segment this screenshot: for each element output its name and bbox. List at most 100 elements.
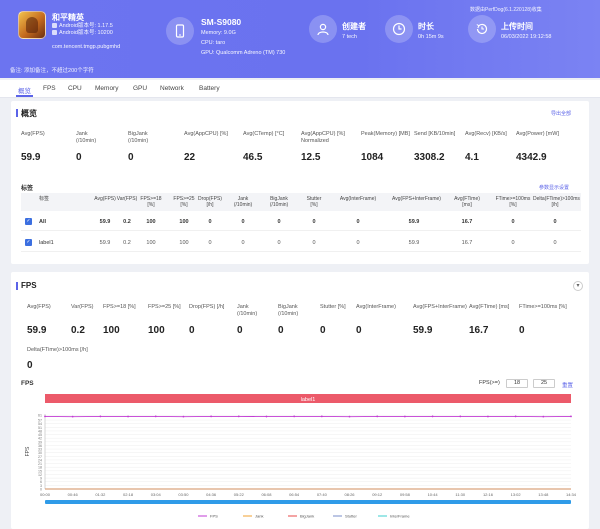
- table-cell: 0: [241, 240, 245, 246]
- tab-battery[interactable]: Battery: [199, 85, 220, 92]
- x-tick-label: 14:34: [566, 492, 577, 497]
- table-cell: 16.7: [461, 240, 473, 246]
- x-tick-label: 05:22: [234, 492, 245, 497]
- table-cell: 0: [208, 240, 212, 246]
- row-checkbox[interactable]: ✓: [25, 239, 32, 246]
- y-tick-label: 42: [38, 437, 42, 441]
- fps-point: [348, 415, 351, 418]
- fps-metric-label: Avg(FPS+InterFrame): [413, 304, 467, 310]
- table-cell: 0: [356, 240, 360, 246]
- duration-value: 0h 15m 9s: [418, 34, 444, 40]
- fps-point: [459, 415, 462, 418]
- fps-metric-value: 0: [27, 360, 33, 371]
- fps-metric-label: Avg(InterFrame): [356, 304, 396, 310]
- y-tick-label: 36: [38, 444, 42, 448]
- fps-title: FPS: [16, 281, 37, 290]
- x-tick-label: 06:08: [261, 492, 272, 497]
- time-range-scrollbar: [45, 500, 571, 504]
- fps-metric-value: 59.9: [413, 325, 433, 336]
- metric-label: Avg(AppCPU) [%] Normalized: [301, 131, 345, 144]
- table-cell: 100: [179, 219, 189, 225]
- y-tick-label: 27: [38, 455, 42, 459]
- param-settings-link[interactable]: 参数显示设置: [539, 185, 570, 191]
- table-row[interactable]: ✓ All 59.9 0.2 100 100 0 0 0 0 0 59.9 16.7 0 0: [21, 213, 581, 231]
- legend-item: Stutter: [345, 514, 357, 519]
- overview-title: 概览: [16, 109, 37, 118]
- table-cell: 16.7: [461, 219, 473, 225]
- row-label: All: [39, 219, 47, 225]
- tab-memory[interactable]: Memory: [95, 85, 119, 92]
- x-tick-label: 00:00: [40, 492, 51, 497]
- creator-value: 7 tech: [342, 34, 357, 40]
- table-cell: 0: [208, 219, 212, 225]
- android-icon: [52, 30, 57, 35]
- device-gpu: GPU: Qualcomm Adreno (TM) 730: [201, 50, 286, 56]
- tab-network[interactable]: Network: [160, 85, 184, 92]
- x-tick-label: 03:04: [151, 492, 162, 497]
- fps-point: [431, 415, 434, 418]
- fps-point: [127, 415, 129, 418]
- table-header-cell: FPS>=18 [%]: [140, 196, 162, 208]
- fps-point: [154, 415, 157, 418]
- export-all-link[interactable]: 导出全部: [551, 111, 572, 117]
- table-header-cell: Avg(FTime) [ms]: [454, 196, 480, 208]
- fps-metric-value: 0: [237, 325, 243, 336]
- row-checkbox[interactable]: ✓: [25, 218, 32, 225]
- tab-overview[interactable]: 概览: [16, 85, 33, 97]
- table-cell: 0: [553, 219, 557, 225]
- fps-point: [320, 415, 323, 418]
- table-header-cell: Avg(FPS): [94, 196, 116, 202]
- fps-threshold-input-2[interactable]: 25: [533, 379, 555, 388]
- table-header-cell: Var(FPS): [116, 196, 138, 202]
- fps-metric-value: 100: [103, 325, 120, 336]
- y-tick-label: 30: [38, 451, 42, 455]
- table-cell: 0.2: [123, 219, 131, 225]
- table-header-cell: 标签: [39, 196, 50, 202]
- table-cell: 0: [356, 219, 360, 225]
- table-cell: 0: [511, 240, 515, 246]
- remark-field[interactable]: 备注: 添加备注，不超过200个字符: [10, 68, 94, 74]
- app-name: 和平精英: [52, 13, 84, 22]
- tab-cpu[interactable]: CPU: [68, 85, 82, 92]
- table-header-cell: FTime>=100ms [%]: [495, 196, 531, 208]
- fps-threshold-input-1[interactable]: 18: [506, 379, 528, 388]
- table-header-cell: Avg(FPS+InterFrame): [392, 196, 441, 202]
- label-band: [45, 394, 571, 403]
- table-row[interactable]: ✓ label1 59.9 0.2 100 100 0 0 0 0 0 59.9 16.7 0 0: [21, 234, 581, 252]
- fps-metric-value: 16.7: [469, 325, 489, 336]
- fps-point: [71, 415, 74, 418]
- legend-item: InterFrame: [390, 514, 410, 519]
- fps-metric-value: 0: [278, 325, 284, 336]
- table-header-cell: Avg(InterFrame): [339, 196, 377, 202]
- collector-note: 数据由PerfDog(6.1.220128)收集: [470, 7, 542, 13]
- device-memory: Memory: 9.0G: [201, 30, 236, 36]
- collapse-icon[interactable]: ▾: [573, 281, 583, 291]
- fps-metric-label: Drop(FPS) [/h]: [189, 304, 225, 310]
- x-tick-label: 04:36: [206, 492, 217, 497]
- creator-label: 创建者: [342, 22, 366, 31]
- y-tick-label: 12: [38, 473, 42, 477]
- fps-metric-label: Delta(FTime)>100ms [/h]: [27, 347, 88, 353]
- y-tick-label: 57: [38, 419, 42, 423]
- y-tick-label: 9: [40, 477, 42, 481]
- tab-fps[interactable]: FPS: [43, 85, 56, 92]
- table-header-cell: BigJank (/10min): [269, 196, 289, 208]
- fps-metric-label: Avg(FPS): [27, 304, 51, 310]
- metric-value: 22: [184, 152, 196, 163]
- fps-point: [293, 415, 296, 418]
- fps-point: [237, 415, 240, 418]
- fps-metric-label: Stutter [%]: [320, 304, 346, 310]
- x-tick-label: 10:44: [428, 492, 439, 497]
- metric-value: 0: [76, 152, 82, 163]
- fps-threshold-label: FPS(>=): [479, 380, 500, 386]
- metric-label: Avg(FPS): [21, 131, 45, 137]
- fps-metric-value: 100: [148, 325, 165, 336]
- metric-label: Avg(CTemp) [°C]: [243, 131, 285, 137]
- reset-link[interactable]: 重置: [562, 383, 574, 389]
- metric-value: 46.5: [243, 152, 263, 163]
- metric-value: 0: [128, 152, 134, 163]
- tab-gpu[interactable]: GPU: [133, 85, 148, 92]
- x-tick-label: 08:26: [345, 492, 356, 497]
- metric-label: Avg(Recv) [KB/s]: [465, 131, 507, 137]
- fps-point: [403, 415, 406, 418]
